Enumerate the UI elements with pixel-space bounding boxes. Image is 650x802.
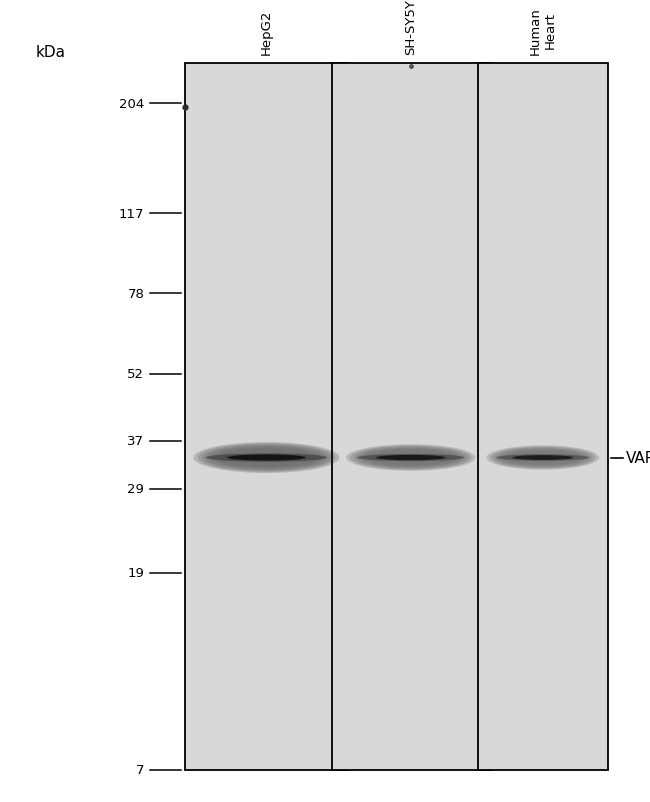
Ellipse shape	[497, 448, 589, 468]
Text: 78: 78	[127, 288, 144, 301]
Ellipse shape	[361, 449, 460, 468]
Ellipse shape	[358, 448, 464, 468]
Ellipse shape	[510, 452, 576, 464]
Ellipse shape	[496, 455, 590, 461]
Ellipse shape	[219, 450, 314, 467]
Ellipse shape	[503, 451, 582, 465]
Ellipse shape	[365, 450, 456, 466]
Bar	[478, 64, 608, 770]
Ellipse shape	[354, 447, 468, 469]
Text: kDa: kDa	[36, 45, 66, 59]
Text: SH-SY5Y: SH-SY5Y	[404, 0, 417, 55]
Ellipse shape	[357, 455, 465, 462]
Ellipse shape	[194, 443, 339, 473]
Text: 29: 29	[127, 483, 144, 496]
Ellipse shape	[376, 453, 445, 464]
Ellipse shape	[207, 446, 326, 470]
Bar	[332, 64, 491, 770]
Ellipse shape	[227, 455, 306, 461]
Ellipse shape	[202, 445, 331, 471]
Ellipse shape	[350, 446, 472, 470]
Ellipse shape	[500, 449, 586, 467]
Ellipse shape	[506, 452, 579, 464]
Text: 117: 117	[119, 208, 144, 221]
Ellipse shape	[493, 448, 593, 468]
Text: VAP-B: VAP-B	[626, 451, 650, 465]
Ellipse shape	[211, 448, 322, 468]
Ellipse shape	[486, 446, 599, 470]
Text: 19: 19	[127, 566, 144, 579]
Text: 204: 204	[119, 98, 144, 111]
Ellipse shape	[512, 456, 573, 460]
Ellipse shape	[228, 452, 305, 464]
Ellipse shape	[489, 447, 596, 469]
Ellipse shape	[376, 456, 446, 460]
Ellipse shape	[346, 445, 475, 472]
Ellipse shape	[224, 451, 309, 465]
Text: Human
Heart: Human Heart	[528, 6, 557, 55]
Text: 52: 52	[127, 367, 144, 381]
Text: 37: 37	[127, 435, 144, 448]
Text: HepG2: HepG2	[260, 9, 273, 55]
Text: 7: 7	[136, 764, 144, 776]
Bar	[185, 64, 348, 770]
Ellipse shape	[373, 452, 449, 464]
Ellipse shape	[205, 454, 327, 462]
Ellipse shape	[369, 451, 452, 465]
Ellipse shape	[198, 444, 335, 472]
Ellipse shape	[215, 448, 318, 468]
